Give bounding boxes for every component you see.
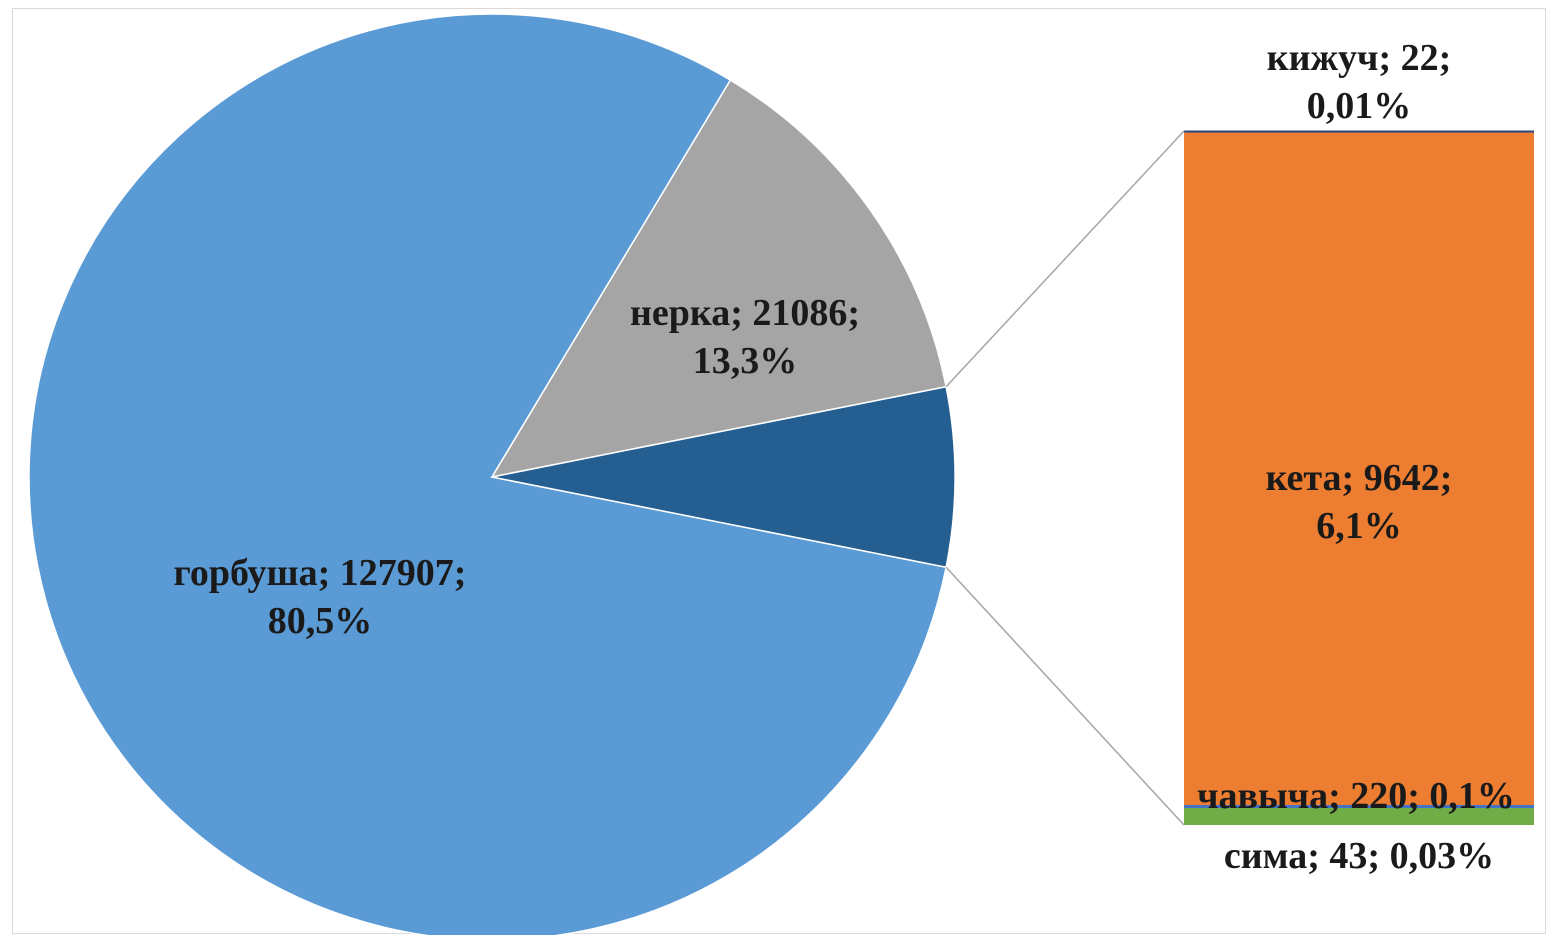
connector-line-bottom	[945, 566, 1185, 826]
data-label-горбуша: горбуша; 127907;	[174, 552, 467, 594]
pie-slice-нерка	[490, 79, 947, 479]
pie-slice-другие	[491, 385, 956, 569]
bar-segment-сима-fill	[1184, 808, 1534, 825]
pie-group	[28, 13, 956, 935]
data-label-percent-кета: 6,1%	[1316, 505, 1402, 547]
bar-group	[1184, 130, 1534, 825]
chart-border	[12, 8, 1546, 934]
data-label-percent-кижуч: 0,01%	[1307, 85, 1412, 127]
data-label-кижуч: кижуч; 22;	[1267, 37, 1452, 79]
data-label-нерка: нерка; 21086;	[630, 292, 860, 334]
bar-segment-кета	[1184, 132, 1534, 807]
data-label-чавыча: чавыча; 220; 0,1%	[1197, 775, 1515, 817]
connector-lines	[945, 130, 1185, 826]
data-label-percent-горбуша: 80,5%	[268, 600, 373, 642]
pie-slice-горбуша	[28, 13, 947, 935]
connector-line-top	[945, 130, 1185, 388]
data-labels: горбуша; 127907; 80,5% нерка; 21086; 13,3% к…	[174, 37, 1515, 877]
data-label-кета: кета; 9642;	[1266, 457, 1453, 499]
bar-segment-чавыча-fill	[1184, 805, 1534, 808]
bar-segment-кижуч	[1184, 130, 1534, 133]
data-label-percent-нерка: 13,3%	[693, 340, 798, 382]
data-label-сима: сима; 43; 0,03%	[1224, 835, 1494, 877]
